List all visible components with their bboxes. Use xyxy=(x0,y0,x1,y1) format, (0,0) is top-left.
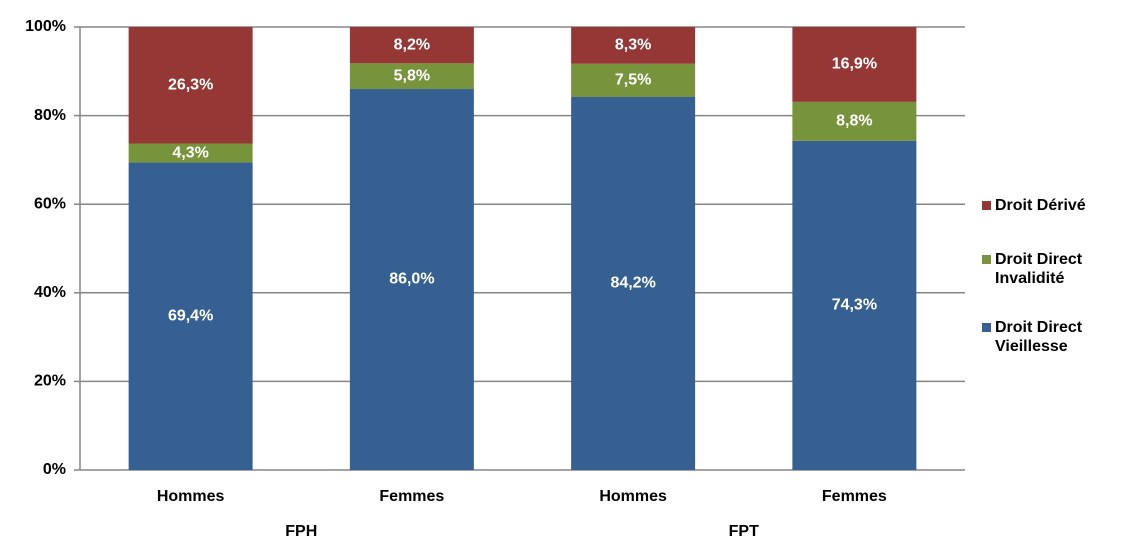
y-tick-label: 100% xyxy=(25,18,66,35)
bar-segment xyxy=(349,27,474,64)
group-label: FPT xyxy=(729,523,759,540)
y-tick-label: 80% xyxy=(34,107,66,124)
bar-segment xyxy=(571,63,696,97)
data-label: 4,3% xyxy=(172,144,208,161)
bar-segment xyxy=(792,101,917,141)
bar-segment xyxy=(128,143,253,163)
y-tick-label: 0% xyxy=(43,461,66,478)
legend-swatch xyxy=(982,201,991,210)
y-tick-label: 40% xyxy=(34,284,66,301)
group-label: FPH xyxy=(285,523,317,540)
data-label: 8,8% xyxy=(836,113,872,130)
bar-segment xyxy=(349,63,474,90)
data-label: 5,8% xyxy=(394,67,430,84)
x-tick-label: Femmes xyxy=(822,488,887,505)
data-label: 86,0% xyxy=(389,271,434,288)
data-label: 84,2% xyxy=(610,275,655,292)
data-label: 8,2% xyxy=(394,36,430,53)
y-tick-label: 20% xyxy=(34,373,66,390)
data-label: 26,3% xyxy=(168,76,213,93)
bar-segment xyxy=(792,27,917,102)
x-tick-label: Femmes xyxy=(379,488,444,505)
legend-label: Droit Direct Vieillesse xyxy=(995,319,1083,355)
data-label: 8,3% xyxy=(615,37,651,54)
legend-item: Droit Direct Invalidité xyxy=(982,250,1115,288)
legend-label: Droit Direct Invalidité xyxy=(995,251,1083,287)
data-label: 74,3% xyxy=(832,297,877,314)
y-tick-label: 60% xyxy=(34,195,66,212)
data-label: 69,4% xyxy=(168,307,213,324)
legend-swatch xyxy=(982,323,991,332)
bar-segment xyxy=(571,96,696,470)
legend-label: Droit Dérivé xyxy=(995,197,1086,214)
bar-segment xyxy=(128,27,253,144)
x-tick-label: Hommes xyxy=(157,488,225,505)
data-label: 7,5% xyxy=(615,72,651,89)
legend-item: Droit Dérivé xyxy=(982,196,1115,215)
legend-swatch xyxy=(982,255,991,264)
bar-segment xyxy=(128,162,253,471)
legend-item: Droit Direct Vieillesse xyxy=(982,318,1115,356)
data-label: 16,9% xyxy=(832,56,877,73)
bar-segment xyxy=(571,27,696,64)
bar-segment xyxy=(349,89,474,471)
x-tick-label: Hommes xyxy=(599,488,667,505)
bar-segment xyxy=(792,140,917,470)
